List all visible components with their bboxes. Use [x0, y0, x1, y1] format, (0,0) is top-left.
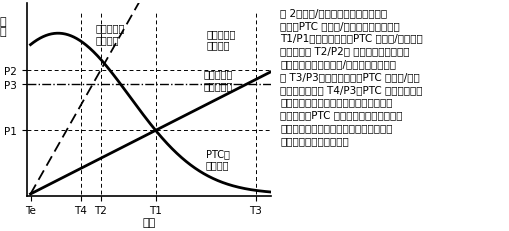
- Text: 普通发热丝
的发热功率: 普通发热丝 的发热功率: [203, 69, 232, 91]
- Text: 散热较快的
散热功率: 散热较快的 散热功率: [95, 24, 125, 45]
- X-axis label: 温度: 温度: [142, 217, 155, 227]
- Text: PTC的
发热功率: PTC的 发热功率: [205, 148, 229, 170]
- Y-axis label: 功
率: 功 率: [0, 17, 6, 37]
- Text: 图 2。发热/散热平衡关系图。散热较
慢时，PTC 的发热/散热功率的平衡点是
T1/P1；散热较快时，PTC 的发热/散热功率
的平衡点是 T2/P2。 而普: 图 2。发热/散热平衡关系图。散热较 慢时，PTC 的发热/散热功率的平衡点是 …: [280, 8, 422, 145]
- Text: 散热较慢的
散热功率: 散热较慢的 散热功率: [207, 29, 236, 50]
